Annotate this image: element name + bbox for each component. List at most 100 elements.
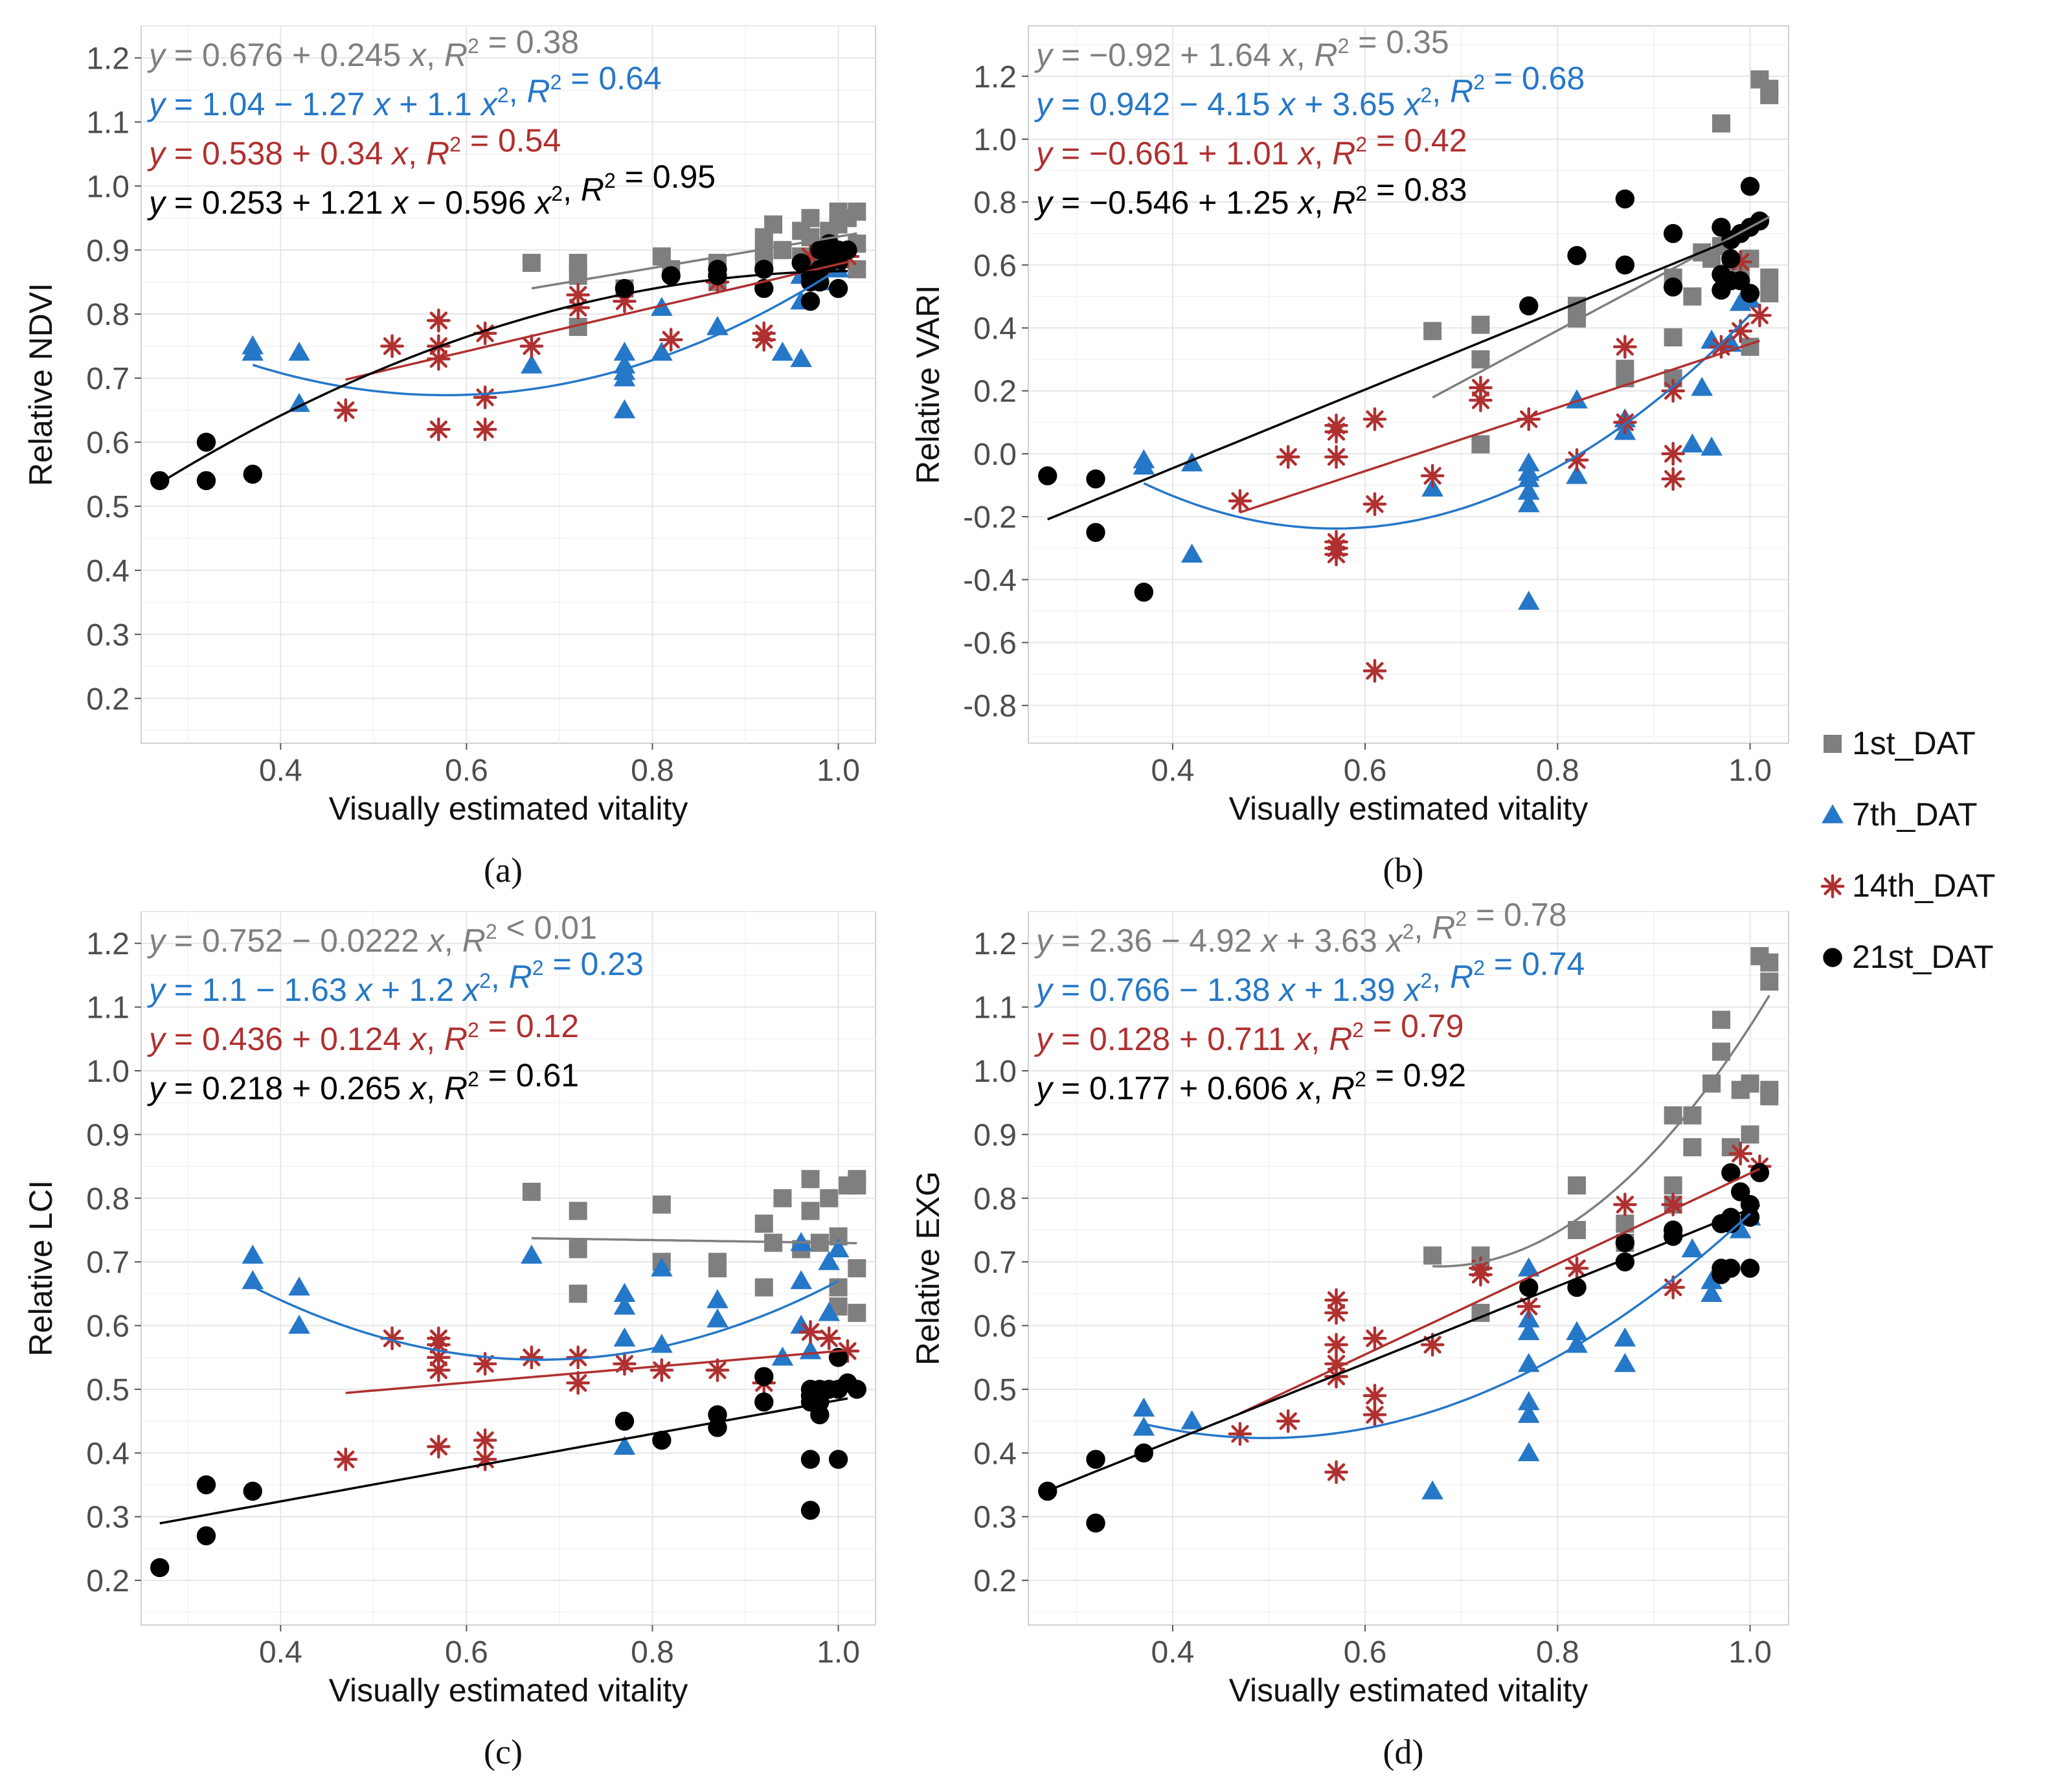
data-point [1760, 953, 1779, 972]
x-axis-label: Visually estimated vitality [1229, 1672, 1588, 1708]
data-point [569, 1202, 587, 1220]
data-point [473, 1352, 497, 1376]
y-tick-label: 0.6 [973, 1310, 1017, 1344]
y-tick-label: 0.8 [86, 298, 130, 332]
y-tick-label: 0.4 [973, 312, 1017, 346]
y-tick-label: 0.6 [86, 1310, 130, 1344]
legend-marker [1820, 874, 1845, 899]
data-point [1519, 296, 1539, 316]
data-point [1663, 277, 1683, 297]
y-tick-label: 0.3 [86, 618, 130, 653]
data-point [848, 202, 866, 221]
x-tick-label: 0.6 [445, 754, 488, 788]
data-point [1038, 466, 1057, 486]
data-point [798, 244, 822, 269]
data-point [1181, 452, 1203, 472]
data-point [1324, 1301, 1348, 1325]
data-point [196, 432, 216, 452]
y-tick-label: 0.4 [86, 554, 130, 588]
fit-line-14th_DAT [345, 260, 848, 381]
data-point [426, 417, 451, 442]
data-point [1086, 1513, 1105, 1533]
data-point [519, 334, 544, 358]
data-point [1324, 1332, 1348, 1357]
data-point [1700, 1282, 1723, 1302]
data-point [1566, 465, 1588, 484]
equation-21st_DAT: y = −0.546 + 1.25 x, R2 = 0.83 [1034, 172, 1467, 221]
data-point [242, 341, 264, 361]
data-point [1565, 1256, 1589, 1281]
equation-21st_DAT: y = 0.253 + 1.21 x − 0.596 x2, R2 = 0.95 [147, 159, 716, 221]
data-point [1663, 224, 1683, 243]
y-tick-label: 1.1 [86, 106, 130, 140]
data-point [196, 1475, 216, 1495]
fit-line-14th_DAT [1239, 339, 1760, 514]
data-point [426, 1435, 451, 1459]
data-point [1661, 467, 1686, 491]
data-point [473, 417, 497, 442]
data-point [1362, 1402, 1387, 1427]
plot-area [1028, 25, 1789, 744]
y-tick-label: 0.0 [973, 438, 1017, 472]
data-point [196, 471, 216, 491]
x-axis-label: Visually estimated vitality [329, 1672, 688, 1708]
y-tick-label: 0.2 [86, 682, 130, 717]
data-point [1760, 284, 1779, 303]
fit-line-1st_DAT [1432, 994, 1770, 1268]
data-point [1517, 493, 1540, 513]
data-point [1661, 442, 1686, 466]
data-point [1721, 1163, 1741, 1183]
data-point [1276, 445, 1300, 469]
data-point [1728, 250, 1753, 274]
data-point [1471, 435, 1490, 454]
y-axis-label: Relative VARI [910, 285, 946, 484]
data-point [473, 385, 497, 410]
x-tick-label: 0.4 [259, 754, 302, 788]
data-point [1565, 448, 1589, 472]
y-axis-label: Relative NDVI [23, 283, 59, 486]
x-axis-label: Visually estimated vitality [1229, 790, 1588, 827]
data-point [764, 215, 783, 234]
data-point [1567, 1277, 1587, 1297]
data-point [1615, 1233, 1635, 1253]
y-tick-label: 0.9 [973, 1118, 1017, 1152]
data-point [1615, 189, 1635, 208]
data-point [569, 1240, 587, 1259]
x-tick-label: 1.0 [817, 1635, 860, 1670]
data-point [1700, 1270, 1723, 1290]
data-point [1700, 436, 1723, 456]
data-point [1728, 1141, 1753, 1166]
data-point [288, 341, 310, 361]
data-point [801, 1170, 820, 1189]
data-point [473, 1447, 497, 1472]
legend-label: 21st_DAT [1852, 939, 1994, 975]
data-point [1729, 1219, 1752, 1238]
data-point [708, 266, 727, 286]
data-point [1324, 445, 1348, 469]
y-tick-label: 1.0 [973, 1055, 1017, 1089]
data-point [790, 1270, 812, 1290]
y-tick-label: 1.2 [86, 41, 130, 76]
y-tick-label: 0.2 [973, 1564, 1017, 1598]
x-tick-label: 1.0 [1728, 754, 1772, 788]
data-point [613, 1295, 636, 1315]
data-point [1712, 1011, 1730, 1029]
data-point [1324, 1352, 1348, 1376]
data-point [1613, 410, 1637, 434]
y-tick-label: -0.4 [963, 563, 1017, 598]
data-point [1741, 1074, 1759, 1093]
data-point [426, 1358, 451, 1382]
data-point [1614, 1352, 1636, 1372]
data-point [828, 1348, 848, 1367]
data-point [652, 1195, 671, 1214]
data-point [848, 1303, 866, 1322]
data-point [1517, 1321, 1540, 1340]
data-point [1741, 1125, 1759, 1144]
data-point [242, 1244, 264, 1264]
y-tick-label: 0.6 [86, 426, 130, 460]
data-point [847, 1380, 866, 1399]
y-tick-label: 0.7 [973, 1246, 1017, 1280]
data-point [1517, 1442, 1540, 1461]
data-point [1423, 1246, 1442, 1265]
data-point [650, 1358, 674, 1382]
